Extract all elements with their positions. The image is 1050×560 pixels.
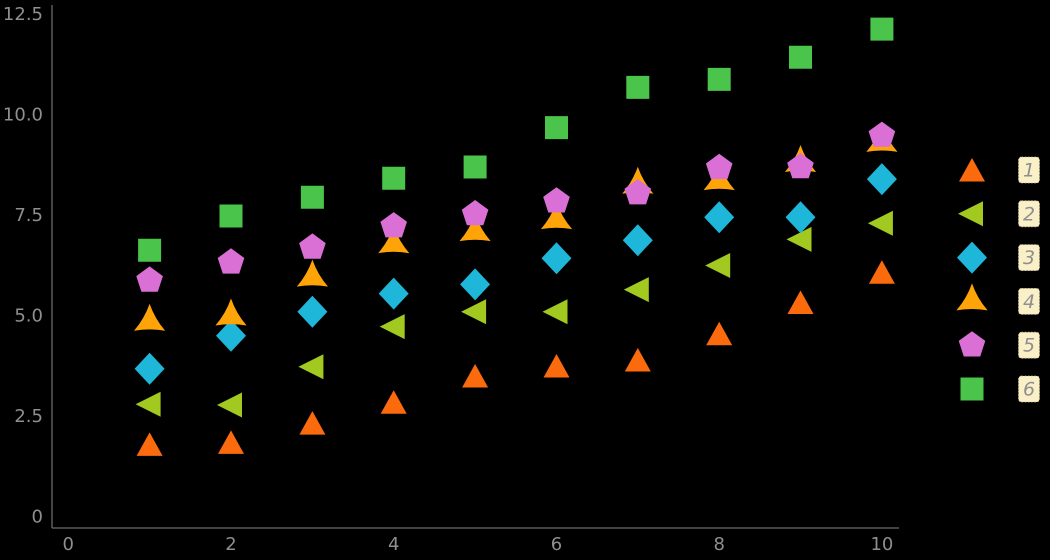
marker-series3-point7 <box>622 224 653 257</box>
marker-series3-point8 <box>704 201 735 234</box>
legend-label-box-3 <box>1018 244 1040 272</box>
marker-series2-point2 <box>217 392 242 418</box>
marker-series6-point10 <box>870 17 894 41</box>
marker-series4-point1 <box>134 303 166 331</box>
marker-series6-point6 <box>545 116 568 140</box>
marker-series3-point4 <box>378 277 409 310</box>
marker-series3-point3 <box>297 295 328 328</box>
legend-label-box-4 <box>1018 287 1040 315</box>
y-tick-label: 0 <box>32 507 43 528</box>
legend-label-box-5 <box>1018 331 1040 359</box>
legend-label-1: 1 <box>1023 160 1035 182</box>
marker-series1-point10 <box>868 260 895 284</box>
marker-series6-point7 <box>626 75 650 99</box>
marker-series2-point4 <box>379 314 405 340</box>
marker-series3-point5 <box>460 268 491 301</box>
x-tick-label: 2 <box>225 534 236 555</box>
legend-label-3: 3 <box>1023 247 1035 269</box>
marker-series1-point4 <box>380 390 407 414</box>
marker-series5-point4 <box>380 212 407 238</box>
marker-series3-point10 <box>866 163 897 196</box>
legend-label-6: 6 <box>1023 379 1035 401</box>
marker-series6-point8 <box>707 67 731 91</box>
legend-label-5: 5 <box>1023 335 1035 357</box>
x-tick-label: 6 <box>551 534 562 555</box>
marker-series3-point9 <box>785 201 816 234</box>
legend-marker-1 <box>959 158 985 182</box>
y-tick-label: 10.0 <box>3 105 43 126</box>
marker-series2-point8 <box>705 253 731 278</box>
marker-series3-point2 <box>216 319 246 352</box>
marker-series2-point1 <box>135 391 161 417</box>
legend-label-box-2 <box>1018 200 1040 228</box>
y-tick-label: 12.5 <box>3 4 43 25</box>
legend-marker-5 <box>958 331 986 357</box>
y-tick-label: 5.0 <box>14 306 43 327</box>
marker-series5-point6 <box>543 187 570 213</box>
legend-marker-6 <box>960 377 984 401</box>
y-tick-label: 7.5 <box>14 205 43 226</box>
marker-series3-point6 <box>541 242 572 275</box>
marker-series1-point3 <box>299 411 326 435</box>
marker-series6-point3 <box>300 185 324 209</box>
marker-series2-point10 <box>867 210 893 236</box>
legend-label-4: 4 <box>1023 291 1035 313</box>
marker-series5-point3 <box>299 233 326 259</box>
marker-series6-point4 <box>382 166 406 190</box>
marker-series6-point5 <box>463 155 487 179</box>
x-tick-label: 10 <box>870 534 893 555</box>
marker-series1-point6 <box>543 354 570 378</box>
marker-series6-point1 <box>138 238 162 262</box>
marker-series5-point1 <box>136 266 163 292</box>
marker-series6-point2 <box>219 204 243 228</box>
x-tick-label: 0 <box>63 534 74 555</box>
marker-series6-point9 <box>789 45 812 69</box>
marker-series5-point2 <box>217 248 245 274</box>
marker-series1-point9 <box>787 290 814 314</box>
legend-label-box-1 <box>1018 156 1040 184</box>
x-tick-label: 8 <box>713 534 724 555</box>
marker-series5-point5 <box>461 200 489 226</box>
marker-series3-point1 <box>134 352 165 385</box>
legend-marker-2 <box>958 201 983 227</box>
marker-series4-point3 <box>296 259 328 287</box>
marker-series2-point5 <box>461 299 487 325</box>
marker-series5-point10 <box>868 121 896 147</box>
marker-series5-point7 <box>624 179 652 205</box>
marker-series1-point7 <box>624 348 651 372</box>
legend-marker-3 <box>957 241 987 274</box>
legend-marker-4 <box>956 283 988 311</box>
legend-label-box-6 <box>1018 375 1040 403</box>
marker-series4-point2 <box>215 298 247 326</box>
marker-series5-point8 <box>705 153 733 180</box>
marker-series4-point4 <box>378 226 410 254</box>
marker-series2-point3 <box>298 354 324 380</box>
marker-series2-point9 <box>786 226 812 252</box>
marker-series4-point6 <box>540 202 573 230</box>
marker-series1-point1 <box>136 432 163 456</box>
marker-series2-point7 <box>623 277 649 303</box>
marker-series1-point8 <box>706 321 733 346</box>
marker-series1-point2 <box>218 430 244 454</box>
y-tick-label: 2.5 <box>14 406 43 427</box>
x-tick-label: 4 <box>388 534 399 555</box>
marker-series2-point6 <box>542 299 568 325</box>
legend-label-2: 2 <box>1023 203 1035 225</box>
marker-series1-point5 <box>462 364 489 388</box>
marker-series4-point5 <box>459 214 491 242</box>
marker-series5-point9 <box>787 153 814 179</box>
